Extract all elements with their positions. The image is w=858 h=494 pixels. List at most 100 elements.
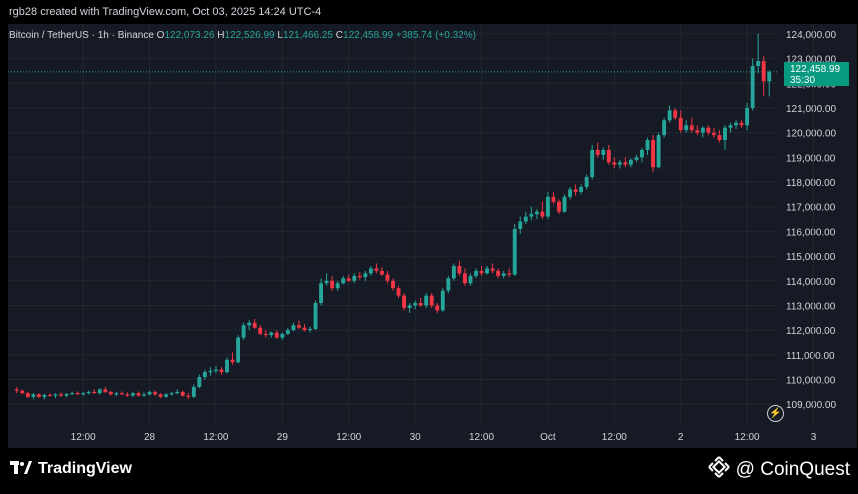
candle-body [651,140,655,168]
candle-body [612,162,617,165]
candle-body [25,393,30,397]
candle-body [14,389,19,391]
candle-body [357,275,362,278]
x-tick-label: 30 [410,432,422,443]
bar-countdown: 35:30 [790,75,816,86]
candle-body [745,107,750,126]
candle-body [225,359,229,373]
candle-body [352,275,357,281]
candle-body [252,322,257,328]
candle-body [335,283,340,289]
candle-body [136,393,141,396]
y-tick-label: 123,000.00 [786,55,836,66]
candle-body [518,221,523,229]
candle-body [108,391,113,395]
candle-body [640,149,644,158]
candle-body [429,295,434,306]
candle-body [717,135,722,141]
candle-body [529,214,534,217]
candle-body [501,273,506,276]
candle-body [573,189,578,192]
candle-body [374,268,379,271]
flash-icon[interactable]: ⚡ [767,405,784,422]
y-tick-label: 115,000.00 [786,252,836,263]
y-tick-label: 113,000.00 [786,301,836,312]
candle-body [269,332,274,336]
candle-body [341,278,346,284]
candle-body [147,391,152,395]
candle-body [263,333,268,336]
candle-body [285,330,290,334]
candle-body [330,280,335,289]
candle-body [479,270,484,274]
candle-body [689,125,694,131]
candle-body [363,273,368,278]
candle-body [645,140,650,150]
candle-body [258,327,263,334]
tradingview-brand: TradingView [10,460,132,478]
candle-body [562,196,567,212]
candle-body [86,391,91,394]
candle-body [490,268,495,271]
candle-body [114,393,119,395]
candle-body [324,280,329,284]
credit-text: rgb28 created with TradingView.com, Oct … [9,6,322,18]
candlestick-chart[interactable]: 124,000.00123,000.00122,000.00121,000.00… [8,24,857,448]
close-value: 122,458.99 [343,30,394,41]
candle-body [706,127,711,133]
candle-body [767,71,772,82]
candle-body [191,386,196,397]
candle-body [750,65,755,108]
candle-body [158,394,163,397]
x-tick-label: 12:00 [71,432,96,443]
candle-body [523,216,528,222]
candle-body [274,332,279,338]
candle-body [595,149,600,155]
open-label: O [156,30,165,41]
chart-area[interactable]: 124,000.00123,000.00122,000.00121,000.00… [8,24,857,448]
credit-header: rgb28 created with TradingView.com, Oct … [0,0,858,24]
candle-body [662,120,667,136]
candle-body [700,127,705,133]
candle-body [667,110,672,121]
candle-body [628,159,633,165]
last-price-badge: 122,458.99 35:30 [784,62,849,86]
candle-body [103,389,108,392]
candle-body [319,283,324,304]
x-tick-label: 12:00 [602,432,627,443]
candle-body [739,122,744,126]
close-label: C [335,30,344,41]
x-tick-label: 28 [144,432,156,443]
candle-body [313,303,318,329]
candle-body [512,228,517,275]
x-tick-label: Oct [540,432,556,443]
candle-body [308,328,312,331]
candle-body [402,295,407,308]
candle-body [418,303,423,306]
candle-body [241,325,246,338]
candle-body [70,393,75,395]
candle-body [81,393,86,395]
candle-body [53,394,58,396]
y-tick-label: 124,000.00 [786,30,836,41]
low-label: L [277,30,283,41]
high-value: 122,526.99 [224,30,275,41]
candle-body [673,110,678,118]
candle-body [413,303,418,306]
candle-body [684,125,689,131]
x-tick-label: 12:00 [336,432,361,443]
x-tick-label: 2 [678,432,684,443]
candle-body [601,149,606,155]
x-tick-label: 3 [811,432,817,443]
candle-body [169,393,174,395]
candle-body [617,162,622,165]
candle-body [590,149,595,178]
candle-body [230,359,235,363]
candle-body [579,186,584,192]
candle-body [180,391,185,396]
candle-body [97,389,102,394]
tradingview-wordmark: TradingView [38,460,132,477]
candle-body [20,390,25,394]
x-tick-label: 12:00 [203,432,228,443]
last-price-value: 122,458.99 [790,64,841,75]
